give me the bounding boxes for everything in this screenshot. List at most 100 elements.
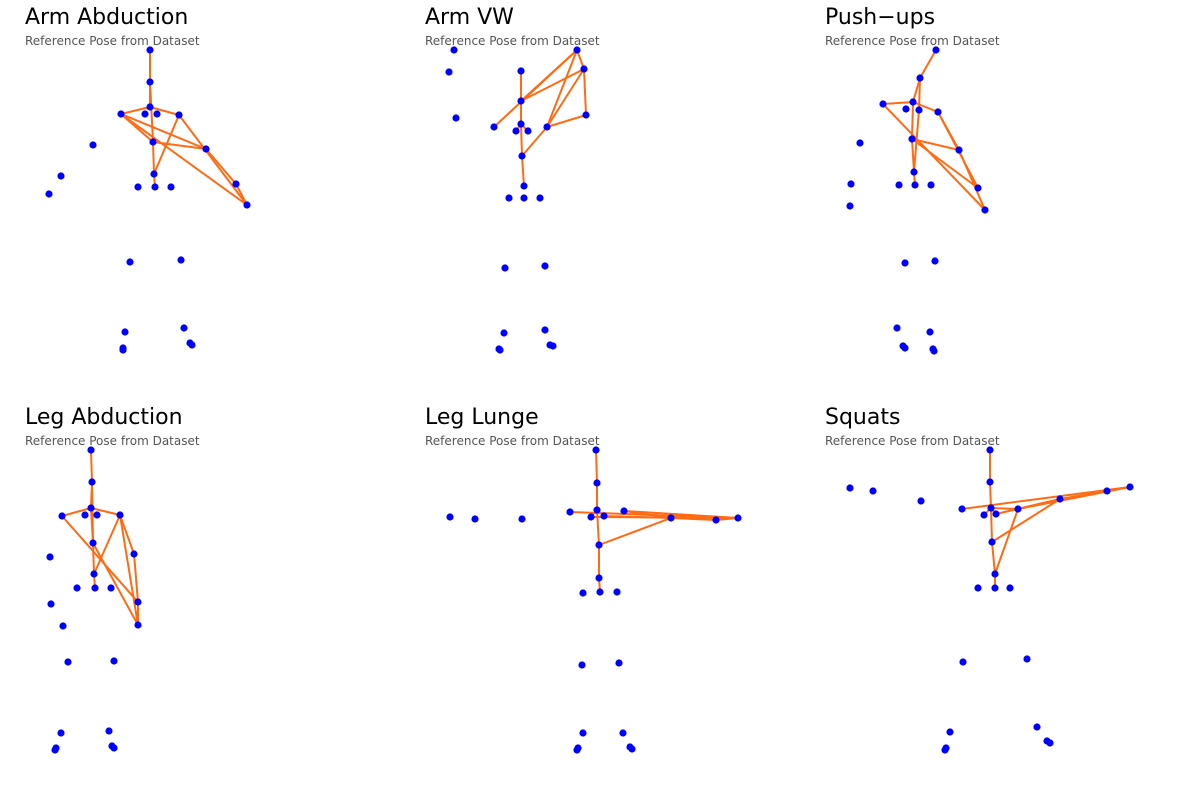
joint-point	[579, 589, 587, 597]
joint-point	[146, 103, 154, 111]
bone-line	[120, 113, 248, 206]
joint-point	[955, 146, 963, 154]
pose-skeleton-1	[445, 46, 590, 354]
joint-point	[88, 478, 96, 486]
bone-line	[912, 77, 921, 103]
panel-arm-vw: Arm VW Reference Pose from Dataset	[400, 0, 800, 400]
bone-line	[205, 148, 237, 185]
joint-point	[917, 497, 925, 505]
joint-point	[87, 446, 95, 454]
joint-point	[151, 183, 159, 191]
joint-point	[974, 184, 982, 192]
joint-point	[927, 181, 935, 189]
panel-title: Squats	[825, 405, 901, 430]
joint-point	[911, 181, 919, 189]
joint-point	[879, 100, 887, 108]
joint-point	[593, 479, 601, 487]
panel-title: Arm Abduction	[25, 5, 189, 30]
joint-point	[90, 570, 98, 578]
joint-point	[180, 324, 188, 332]
panel-subtitle: Reference Pose from Dataset	[825, 34, 1000, 48]
bone-line	[546, 68, 585, 128]
bone-line	[919, 49, 937, 79]
joint-point	[1014, 505, 1022, 513]
bone-line	[149, 81, 154, 143]
joint-point	[902, 105, 910, 113]
pose-skeleton-2	[846, 46, 989, 355]
joint-point	[57, 172, 65, 180]
joint-point	[518, 152, 526, 160]
bone-line	[990, 507, 1019, 510]
bone-line	[520, 68, 585, 102]
joint-point	[58, 512, 66, 520]
bone-line	[912, 101, 939, 113]
joint-point	[915, 106, 923, 114]
bone-line	[90, 507, 121, 516]
joint-point	[188, 341, 196, 349]
joint-point	[596, 588, 604, 596]
joint-point	[134, 621, 142, 629]
joint-point	[146, 46, 154, 54]
bone-line	[911, 138, 979, 189]
joint-point	[59, 622, 67, 630]
joint-point	[901, 259, 909, 267]
joint-point	[856, 139, 864, 147]
joint-point	[1056, 495, 1064, 503]
bone-line	[521, 126, 548, 157]
joint-point	[520, 182, 528, 190]
joint-point	[847, 180, 855, 188]
panel-subtitle: Reference Pose from Dataset	[425, 434, 600, 448]
joint-point	[992, 510, 1000, 518]
bone-line	[521, 155, 525, 187]
joint-point	[991, 584, 999, 592]
joint-point	[712, 516, 720, 524]
joint-point	[587, 513, 595, 521]
joint-point	[543, 123, 551, 131]
joint-point	[107, 584, 115, 592]
joint-point	[946, 728, 954, 736]
bone-line	[882, 103, 986, 211]
joint-point	[1006, 584, 1014, 592]
joint-point	[986, 478, 994, 486]
bone-line	[911, 101, 914, 140]
pose-skeleton-3	[46, 446, 142, 754]
joint-point	[87, 504, 95, 512]
joint-point	[471, 515, 479, 523]
joint-point	[974, 584, 982, 592]
joint-point	[177, 256, 185, 264]
bone-line	[178, 114, 248, 206]
joint-point	[615, 659, 623, 667]
joint-point	[445, 68, 453, 76]
joint-point	[613, 588, 621, 596]
joint-point	[110, 657, 118, 665]
bone-line	[911, 138, 960, 151]
joint-point	[901, 344, 909, 352]
joint-point	[895, 181, 903, 189]
joint-point	[45, 190, 53, 198]
joint-point	[593, 506, 601, 514]
joint-point	[175, 111, 183, 119]
joint-point	[243, 201, 251, 209]
bone-line	[92, 542, 95, 575]
joint-point	[89, 539, 97, 547]
joint-point	[73, 584, 81, 592]
joint-point	[1023, 655, 1031, 663]
joint-point	[46, 553, 54, 561]
panel-leg-lunge: Leg Lunge Reference Pose from Dataset	[400, 400, 800, 800]
joint-point	[505, 194, 513, 202]
joint-point	[524, 127, 532, 135]
bone-line	[989, 481, 992, 509]
bone-line	[152, 141, 155, 175]
joint-point	[81, 511, 89, 519]
bone-line	[93, 514, 121, 575]
joint-point	[520, 194, 528, 202]
joint-point	[490, 123, 498, 131]
joint-point	[667, 514, 675, 522]
bone-line	[90, 449, 93, 483]
joint-point	[931, 257, 939, 265]
joint-point	[134, 183, 142, 191]
joint-point	[988, 538, 996, 546]
joint-point	[512, 127, 520, 135]
bone-line	[990, 507, 993, 543]
joint-point	[536, 194, 544, 202]
